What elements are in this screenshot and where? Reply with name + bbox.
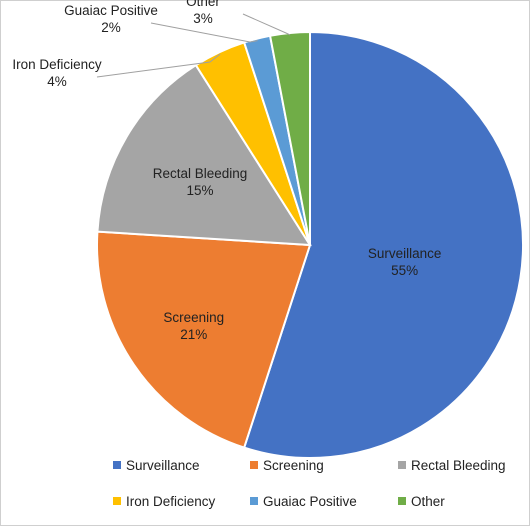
- data-value-screening: 21%: [180, 327, 207, 342]
- data-value-iron-deficiency: 4%: [47, 74, 67, 89]
- leader-line-other: [242, 13, 291, 36]
- data-value-other: 3%: [193, 11, 213, 26]
- leader-lines: [96, 13, 291, 78]
- legend-swatch-screening: [250, 461, 258, 469]
- data-value-rectal-bleeding: 15%: [186, 183, 213, 198]
- data-value-surveillance: 55%: [391, 263, 418, 278]
- legend-swatch-iron-deficiency: [113, 497, 121, 505]
- data-value-guaiac-positive: 2%: [101, 20, 121, 35]
- data-label-guaiac-positive: Guaiac Positive: [64, 3, 158, 18]
- legend-label-guaiac-positive: Guaiac Positive: [263, 494, 357, 509]
- legend: Surveillance Screening Rectal Bleeding Iron…: [113, 458, 506, 509]
- data-label-iron-deficiency: Iron Deficiency: [12, 57, 102, 72]
- data-label-rectal-bleeding: Rectal Bleeding: [153, 166, 248, 181]
- legend-swatch-rectal-bleeding: [398, 461, 406, 469]
- legend-label-rectal-bleeding: Rectal Bleeding: [411, 458, 506, 473]
- data-label-surveillance: Surveillance: [368, 246, 442, 261]
- data-labels: Surveillance 55% Screening 21% Rectal Bleedi…: [12, 0, 441, 342]
- slice-surveillance: [242, 30, 524, 459]
- legend-label-screening: Screening: [263, 458, 324, 473]
- leader-line-iron-deficiency: [96, 53, 221, 78]
- slice-screening: [96, 230, 312, 449]
- leader-line-guaiac-positive: [150, 22, 258, 43]
- slice-rectal-bleeding: [96, 63, 312, 247]
- pie-slices: [96, 30, 524, 459]
- legend-label-other: Other: [411, 494, 445, 509]
- legend-swatch-guaiac-positive: [250, 497, 258, 505]
- slice-other: [268, 30, 311, 246]
- data-label-other: Other: [186, 0, 220, 9]
- data-label-screening: Screening: [163, 310, 224, 325]
- legend-swatch-other: [398, 497, 406, 505]
- legend-swatch-surveillance: [113, 461, 121, 469]
- legend-label-iron-deficiency: Iron Deficiency: [126, 494, 216, 509]
- legend-label-surveillance: Surveillance: [126, 458, 200, 473]
